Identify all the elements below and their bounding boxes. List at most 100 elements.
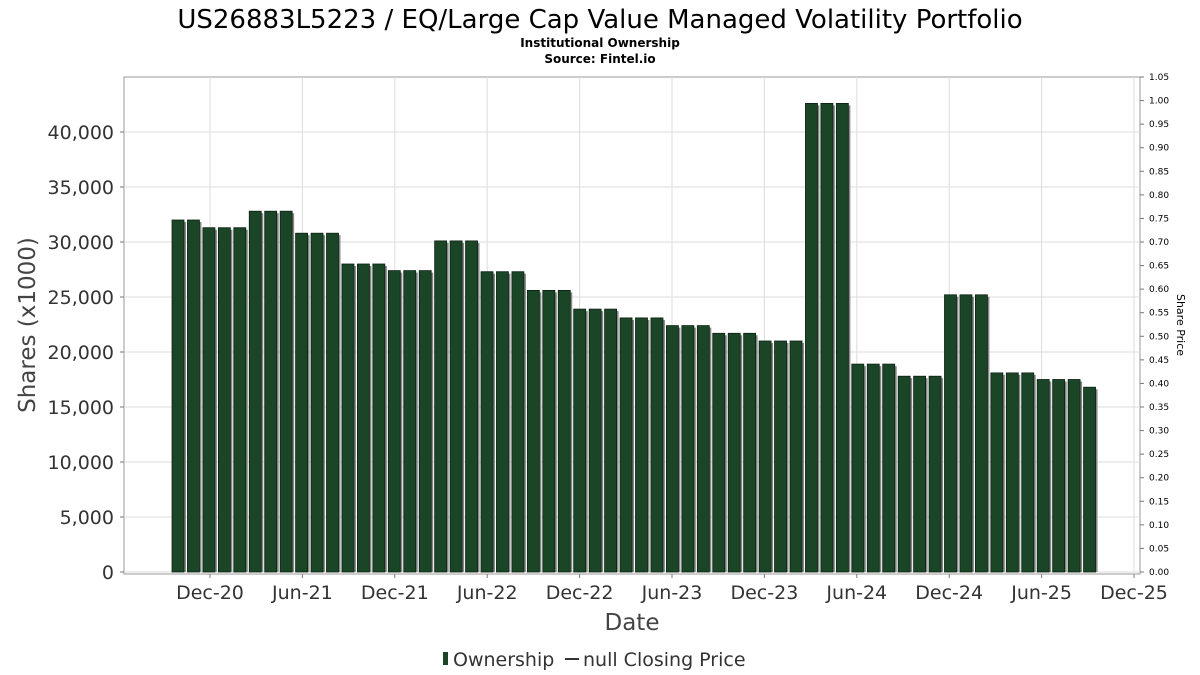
ownership-bar [1036,379,1050,573]
y2-tick-label: 0.20 [1149,474,1169,484]
left-y-axis: 0 5,000 10,000 15,000 20,000 25,000 30,000 35,0… [48,122,124,584]
y-tick-label: 40,000 [48,122,114,144]
ownership-bar [604,308,617,573]
y2-tick-label: 0.05 [1149,544,1169,554]
ownership-bar [727,332,741,573]
ownership-bar [511,271,525,573]
y-tick-label: 20,000 [48,342,114,364]
x-tick-label: Dec-25 [1100,582,1168,604]
ownership-bar [387,270,401,573]
y2-tick-label: 0.80 [1149,191,1169,201]
ownership-bar [403,270,417,573]
ownership-bar [1083,386,1096,573]
y2-tick-label: 0.85 [1149,167,1169,177]
y2-tick-label: 0.40 [1149,379,1169,389]
ownership-bar [1052,379,1066,573]
y2-tick-label: 1.00 [1149,97,1169,107]
bar-series-ownership [171,103,1098,573]
ownership-bar [928,375,942,573]
ownership-bar [959,294,973,573]
ownership-bar [851,363,865,573]
x-tick-label: Jun-25 [1010,582,1072,604]
y-tick-label: 5,000 [60,507,114,529]
chart-subtitle: Institutional Ownership [520,36,680,50]
y2-axis-label: Share Price [1174,294,1187,356]
x-tick-label: Dec-21 [361,582,429,604]
ownership-bar [434,240,448,573]
y2-tick-label: 0.50 [1149,332,1169,342]
y-tick-label: 30,000 [48,232,114,254]
ownership-bar [264,210,278,573]
ownership-bar [619,317,633,573]
ownership-bar [1005,372,1019,573]
ownership-bar [233,227,247,573]
x-axis-label: Date [605,610,660,636]
ownership-bar [496,271,509,573]
x-axis: Dec-20 Jun-21 Dec-21 Jun-22 Dec-22 Jun-23 Dec-… [176,574,1168,604]
ownership-bar [882,363,896,573]
ownership-bar [835,103,849,573]
y2-tick-label: 0.00 [1149,568,1169,578]
ownership-bar [372,263,386,573]
ownership-bar [866,363,880,573]
ownership-bar [805,103,818,573]
ownership-bar [743,332,757,573]
ownership-bar [526,289,540,573]
ownership-bar [897,375,911,573]
y-axis-label: Shares (x1000) [15,237,41,413]
ownership-bar [1021,372,1035,573]
ownership-bar [248,210,262,573]
y2-tick-label: 0.60 [1149,285,1169,295]
legend: Ownership null Closing Price [443,649,746,671]
y2-tick-label: 0.95 [1149,120,1169,130]
ownership-bar [1067,379,1081,573]
y2-tick-label: 0.90 [1149,144,1169,154]
y2-tick-label: 0.15 [1149,497,1169,507]
x-tick-label: Dec-24 [915,582,983,604]
x-tick-label: Dec-20 [176,582,244,604]
y-tick-label: 10,000 [48,452,114,474]
x-tick-label: Dec-23 [730,582,798,604]
chart-title: US26883L5223 / EQ/Large Cap Value Manage… [177,5,1022,35]
ownership-bar [480,271,494,573]
ownership-bar [944,294,957,573]
ownership-bar [666,325,679,573]
ownership-bar [217,227,231,573]
ownership-bar [326,232,339,573]
ownership-bar [187,219,200,573]
y2-tick-label: 0.45 [1149,356,1169,366]
ownership-bar [975,294,988,573]
ownership-bar [696,325,710,573]
ownership-bar [573,308,587,573]
chart-source: Source: Fintel.io [544,52,655,66]
legend-label-ownership: Ownership [453,649,554,671]
x-tick-label: Jun-24 [825,582,887,604]
ownership-bar [465,240,478,573]
ownership-bar [635,317,648,573]
ownership-bar [758,340,772,573]
ownership-bar [913,375,926,573]
ownership-bar [588,308,602,573]
ownership-bar [557,289,571,573]
ownership-bar [990,372,1004,573]
ownership-bar [650,317,664,573]
ownership-bar [202,227,216,573]
y2-tick-label: 0.10 [1149,521,1169,531]
y2-tick-label: 0.75 [1149,214,1169,224]
ownership-bar [542,289,556,573]
y2-tick-label: 0.25 [1149,450,1169,460]
ownership-bar [449,240,463,573]
ownership-bar [279,210,293,573]
y-tick-label: 0 [102,562,114,584]
y2-tick-label: 0.55 [1149,309,1169,319]
y-tick-label: 35,000 [48,177,114,199]
legend-bar-swatch [443,652,448,665]
ownership-bar [712,332,726,573]
ownership-bar [356,263,370,573]
y2-tick-label: 1.05 [1149,73,1169,83]
y2-tick-label: 0.65 [1149,262,1169,272]
y-tick-label: 25,000 [48,287,114,309]
x-tick-label: Jun-21 [271,582,333,604]
legend-label-closing-price: null Closing Price [583,649,746,671]
